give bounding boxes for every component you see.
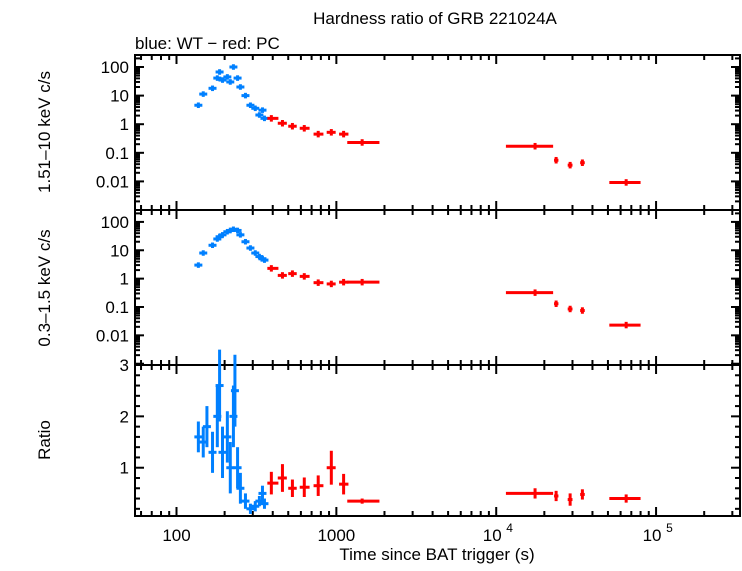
y-tick-label: 1 (120, 270, 129, 289)
y-axis-label-ratio: Ratio (35, 420, 54, 460)
panel-frame (134, 209, 741, 366)
y-tick-label: 3 (120, 356, 129, 375)
y-tick-label: 0.01 (96, 172, 129, 191)
y-tick-label: 10 (110, 241, 129, 260)
y-tick-label: 10 (110, 87, 129, 106)
x-tick-label: 10 (643, 526, 662, 545)
y-tick-label: 0.1 (105, 298, 129, 317)
x-tick-label: 10 (483, 526, 502, 545)
chart-subtitle: blue: WT − red: PC (135, 34, 280, 53)
y-tick-label: 100 (101, 213, 129, 232)
x-tick-label-exponent: 4 (506, 521, 513, 535)
y-tick-label: 2 (120, 407, 129, 426)
y-tick-label: 1 (120, 115, 129, 134)
y-tick-label: 1 (120, 459, 129, 478)
panel-frame (134, 364, 741, 517)
y-tick-label: 100 (101, 58, 129, 77)
y-axis-label-hard: 1.51–10 keV c/s (35, 71, 54, 193)
x-tick-label: 1000 (317, 526, 355, 545)
x-tick-label-exponent: 5 (666, 521, 673, 535)
y-tick-label: 0.1 (105, 144, 129, 163)
y-axis-label-soft: 0.3–1.5 keV c/s (35, 229, 54, 346)
x-tick-label: 100 (162, 526, 190, 545)
chart-title: Hardness ratio of GRB 221024A (313, 9, 557, 28)
x-axis-label: Time since BAT trigger (s) (339, 545, 534, 564)
y-tick-label: 0.01 (96, 326, 129, 345)
